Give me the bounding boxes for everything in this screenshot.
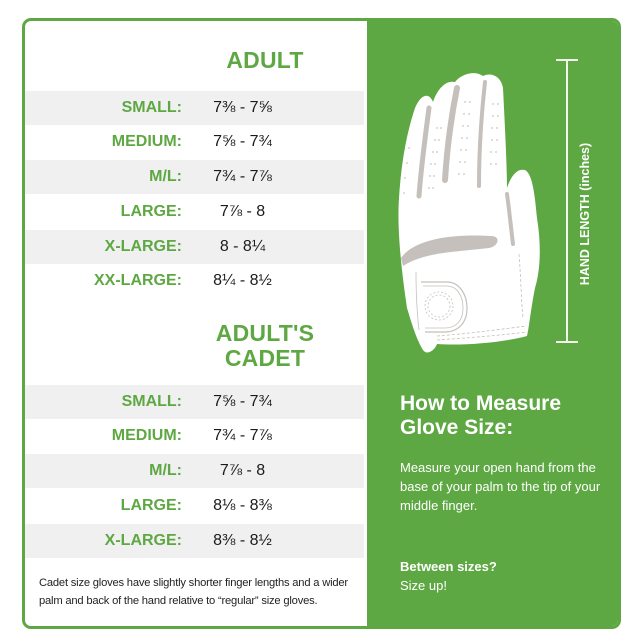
size-row: M/L: 7⅞ - 8	[25, 454, 364, 488]
how-to-measure-instructions: Measure your open hand from the base of …	[400, 460, 601, 513]
size-label: SMALL:	[121, 393, 182, 410]
size-value: 8 - 8¼	[219, 238, 266, 255]
size-row: MEDIUM: 7¾ - 7⅞	[25, 419, 364, 453]
between-sizes-answer: Size up!	[400, 578, 447, 593]
cadet-title-line2: CADET	[224, 345, 306, 371]
size-value: 7⅞ - 8	[219, 462, 266, 479]
size-label: M/L:	[149, 462, 182, 479]
golf-glove-icon	[398, 73, 540, 353]
size-row: MEDIUM: 7⅝ - 7¾	[25, 125, 364, 159]
how-to-measure-panel: HAND LENGTH (inches)	[367, 21, 618, 626]
adult-section-title: ADULT	[226, 47, 304, 73]
between-sizes-question: Between sizes?	[400, 559, 497, 574]
size-row: XX-LARGE: 8¼ - 8½	[25, 264, 364, 298]
size-label: LARGE:	[120, 203, 182, 220]
size-value: 7¾ - 7⅞	[213, 427, 272, 444]
size-label: MEDIUM:	[111, 427, 182, 444]
size-value: 7¾ - 7⅞	[213, 168, 272, 185]
size-value: 7⅞ - 8	[219, 203, 266, 220]
size-value: 7⅝ - 7¾	[213, 133, 272, 150]
size-value: 7⅝ - 7¾	[213, 393, 272, 410]
how-to-measure-title: How to Measure Glove Size:	[400, 392, 562, 439]
cadet-title-line1: ADULT'S	[215, 320, 315, 346]
hand-length-ruler-icon	[556, 59, 578, 343]
size-row: SMALL: 7⅜ - 7⅝	[25, 91, 364, 125]
size-label: SMALL:	[121, 99, 182, 116]
cadet-footnote: Cadet size gloves have slightly shorter …	[39, 577, 348, 607]
glove-size-chart: ADULT SMALL: 7⅜ - 7⅝ MEDIUM: 7⅝ - 7¾ M/L…	[22, 18, 621, 629]
size-row: M/L: 7¾ - 7⅞	[25, 160, 364, 194]
size-label: X-LARGE:	[104, 532, 182, 549]
size-label: MEDIUM:	[111, 133, 182, 150]
size-label: LARGE:	[120, 497, 182, 514]
size-row: SMALL: 7⅝ - 7¾	[25, 385, 364, 419]
size-label: M/L:	[149, 168, 182, 185]
size-tables-panel: ADULT SMALL: 7⅜ - 7⅝ MEDIUM: 7⅝ - 7¾ M/L…	[25, 21, 364, 626]
cadet-section-title: ADULT'S CADET	[165, 321, 365, 371]
size-value: 7⅜ - 7⅝	[213, 99, 272, 116]
size-value: 8¼ - 8½	[213, 272, 272, 289]
size-row: LARGE: 8⅛ - 8⅜	[25, 489, 364, 523]
size-label: X-LARGE:	[104, 238, 182, 255]
size-label: XX-LARGE:	[94, 272, 182, 289]
hand-length-label: HAND LENGTH (inches)	[578, 142, 592, 286]
size-value: 8⅛ - 8⅜	[213, 497, 272, 514]
size-row: LARGE: 7⅞ - 8	[25, 195, 364, 229]
size-value: 8⅜ - 8½	[213, 532, 272, 549]
size-row: X-LARGE: 8 - 8¼	[25, 230, 364, 264]
size-row: X-LARGE: 8⅜ - 8½	[25, 524, 364, 558]
